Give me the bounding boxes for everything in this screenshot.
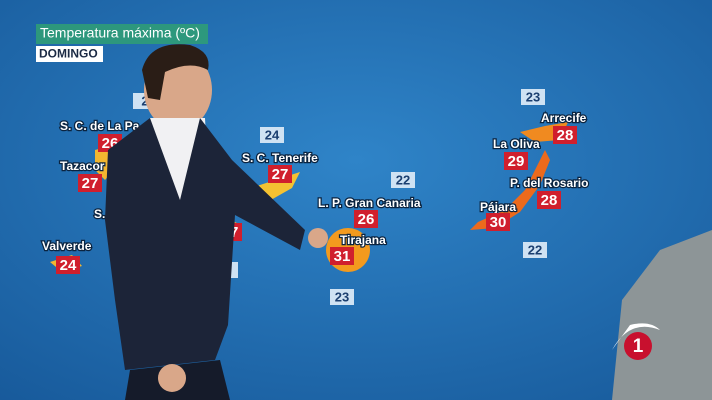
city-name: La Oliva	[493, 137, 540, 151]
city-name: P. del Rosario	[510, 176, 588, 190]
city-temp: 29	[508, 153, 525, 170]
city-temp: 24	[60, 257, 77, 274]
temp-box	[56, 256, 80, 274]
temp-box	[268, 165, 292, 183]
sea-temp: 22	[396, 172, 410, 187]
city-temp: 30	[490, 214, 507, 231]
temp-box	[504, 152, 528, 170]
city-name: S. C. Tenerife	[242, 151, 318, 165]
presenter	[105, 44, 328, 400]
sea-temp: 23	[526, 89, 540, 104]
sea-temp-box	[260, 127, 284, 143]
channel-logo: 1	[612, 323, 660, 360]
sea-temp-box	[523, 242, 547, 258]
day-box	[36, 46, 103, 62]
title-bar	[36, 24, 208, 44]
city-temp: 28	[557, 127, 574, 144]
sea-temp: 2	[141, 93, 148, 108]
logo-text: 1	[633, 336, 644, 357]
temp-box	[354, 210, 378, 228]
sea-temp-box	[391, 172, 415, 188]
sea-temp-box	[521, 89, 545, 105]
city-name: Tazacor	[60, 159, 105, 173]
temp-box	[330, 247, 354, 265]
title: Temperatura máxima (ºC)	[40, 25, 200, 41]
city-name: L. P. Gran Canaria	[318, 196, 421, 210]
sea-temp: 22	[528, 242, 542, 257]
city-name: S. C. de La Pa	[60, 119, 140, 133]
sea-temp-box	[330, 289, 354, 305]
city-name: S.	[94, 207, 105, 221]
temp-box	[486, 213, 510, 231]
sea-temp: 24	[265, 127, 280, 142]
temp-box	[553, 126, 577, 144]
temp-box	[537, 191, 561, 209]
sea-temp: 23	[335, 289, 349, 304]
city-name: Arrecife	[541, 111, 587, 125]
city-temp: 28	[541, 192, 558, 209]
city-temp: 31	[334, 248, 351, 265]
city-temp: 27	[82, 175, 99, 192]
city-name: Tirajana	[340, 233, 386, 247]
day: DOMINGO	[39, 47, 98, 61]
city-temp: 26	[358, 211, 375, 228]
city-name: Valverde	[42, 239, 92, 253]
city-name: Pájara	[480, 200, 516, 214]
city-temp: 27	[272, 166, 289, 183]
temp-box	[78, 174, 102, 192]
